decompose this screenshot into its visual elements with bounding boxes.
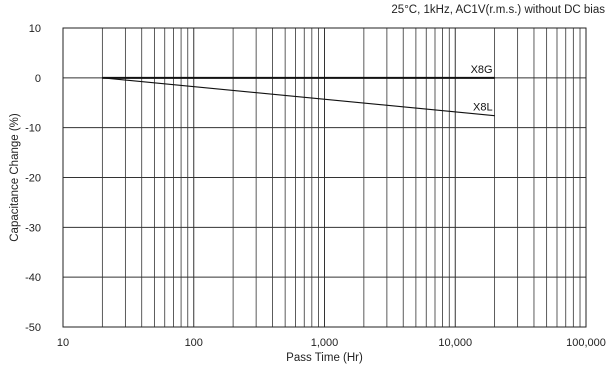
series-lines bbox=[102, 76, 495, 117]
x-tick-labels: 10 100 1,000 10,000 100,000 bbox=[57, 337, 606, 349]
y-tick-label: -50 bbox=[25, 322, 41, 334]
chart-title: 25°C, 1kHz, AC1V(r.m.s.) without DC bias bbox=[391, 4, 605, 16]
x-tick-label: 10,000 bbox=[438, 337, 472, 349]
y-tick-label: -20 bbox=[25, 173, 41, 185]
x-tick-label: 100 bbox=[185, 337, 203, 349]
series-label-x8l: X8L bbox=[473, 102, 493, 114]
x-tick-label: 1,000 bbox=[311, 337, 339, 349]
x-axis-label: Pass Time (Hr) bbox=[286, 352, 363, 364]
y-axis-label: Capacitance Change (%) bbox=[9, 113, 21, 242]
y-tick-label: -40 bbox=[25, 272, 41, 284]
y-tick-label: -10 bbox=[25, 123, 41, 135]
y-tick-labels: 10 0 -10 -20 -30 -40 -50 bbox=[25, 23, 41, 334]
x-tick-label: 100,000 bbox=[566, 337, 606, 349]
y-tick-label: 0 bbox=[35, 73, 41, 85]
x-tick-label: 10 bbox=[57, 337, 69, 349]
series-line-x8l bbox=[102, 77, 495, 117]
y-tick-label: -30 bbox=[25, 222, 41, 234]
plot-frame bbox=[62, 27, 587, 328]
y-tick-label: 10 bbox=[29, 23, 41, 35]
series-label-x8g: X8G bbox=[471, 64, 493, 76]
series-labels: X8G X8L bbox=[471, 64, 493, 114]
grid bbox=[63, 28, 586, 327]
